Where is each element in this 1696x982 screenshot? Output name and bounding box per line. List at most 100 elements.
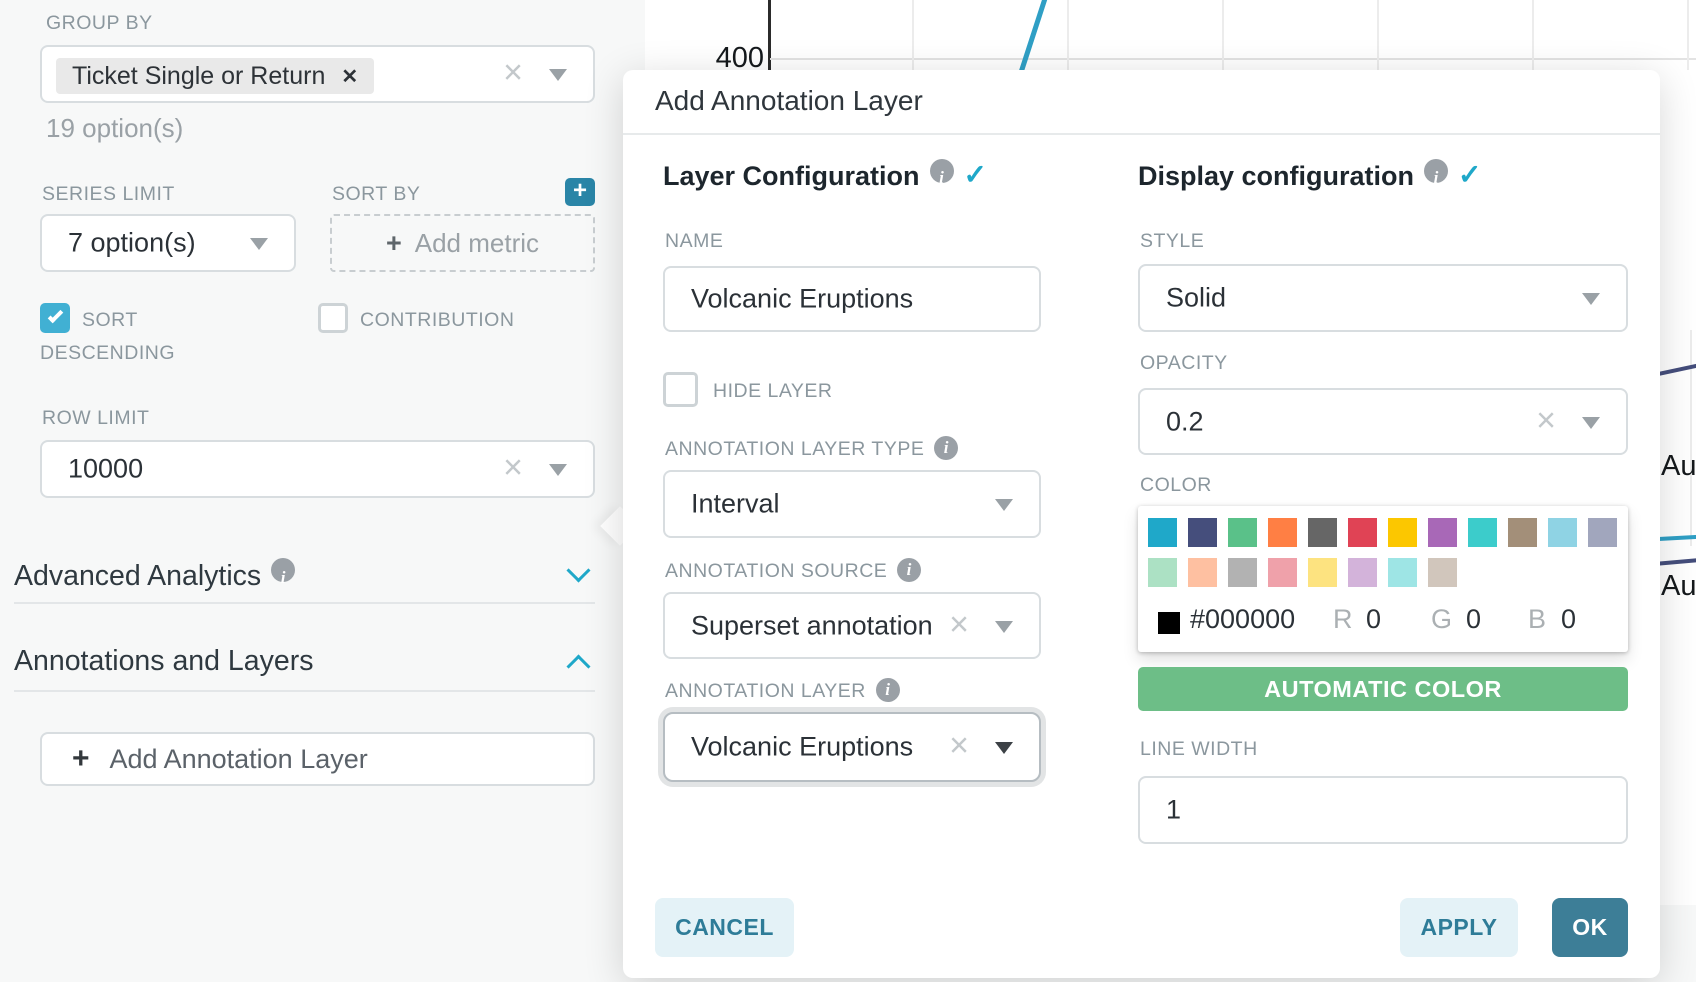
group-by-select[interactable]: Ticket Single or Return: [40, 45, 595, 103]
color-picker-panel: #000000 R 0 G 0 B 0: [1138, 506, 1628, 652]
clear-icon[interactable]: [503, 56, 523, 90]
chevron-down-icon[interactable]: [1582, 416, 1600, 438]
chevron-down-icon[interactable]: [995, 499, 1013, 520]
layer-configuration-title: Layer Configuration: [663, 161, 920, 191]
sort-by-add-metric[interactable]: Add metric: [330, 214, 595, 272]
color-swatch[interactable]: [1228, 558, 1257, 587]
contribution-label: CONTRIBUTION: [360, 309, 515, 331]
add-annotation-layer-modal: Add Annotation Layer Layer Configuration…: [623, 70, 1660, 978]
vertical-gridline: [1222, 0, 1224, 70]
color-swatch[interactable]: [1428, 518, 1457, 547]
line-width-label: LINE WIDTH: [1140, 738, 1258, 760]
color-swatch[interactable]: [1428, 558, 1457, 587]
r-input[interactable]: 0: [1366, 604, 1382, 634]
clear-icon[interactable]: [1536, 403, 1556, 437]
annotation-source-value: Superset annotation: [691, 610, 933, 640]
color-swatch[interactable]: [1188, 558, 1217, 587]
add-annotation-layer-button[interactable]: Add Annotation Layer: [40, 732, 595, 786]
chevron-up-icon[interactable]: [566, 654, 591, 679]
swatch-row-1: [1148, 518, 1617, 547]
info-icon[interactable]: [875, 678, 900, 702]
display-configuration-heading: Display configuration: [1138, 158, 1482, 192]
chevron-down-icon[interactable]: [995, 620, 1013, 642]
row-limit-select[interactable]: 10000: [40, 440, 595, 498]
color-swatch[interactable]: [1388, 558, 1417, 587]
ok-button-label: OK: [1572, 914, 1608, 940]
automatic-color-button[interactable]: AUTOMATIC COLOR: [1138, 667, 1628, 711]
color-swatch[interactable]: [1588, 518, 1617, 547]
row-limit-label: ROW LIMIT: [42, 407, 150, 429]
line-width-value: 1: [1166, 794, 1182, 825]
swatch-row-2: [1148, 558, 1457, 587]
advanced-analytics-header[interactable]: Advanced Analytics: [14, 558, 296, 593]
hide-layer-label: HIDE LAYER: [713, 380, 833, 402]
chevron-down-icon[interactable]: [250, 238, 268, 259]
info-icon[interactable]: [929, 159, 954, 183]
opacity-select[interactable]: 0.2: [1138, 388, 1628, 455]
color-swatch[interactable]: [1508, 518, 1537, 547]
color-swatch[interactable]: [1228, 518, 1257, 547]
g-input[interactable]: 0: [1466, 604, 1482, 634]
vertical-gridline: [1067, 0, 1069, 70]
color-swatch[interactable]: [1268, 518, 1297, 547]
sort-descending-label-line2: DESCENDING: [40, 342, 176, 364]
annotations-layers-header[interactable]: Annotations and Layers: [14, 645, 313, 678]
section-divider: [14, 690, 595, 692]
color-swatch[interactable]: [1148, 558, 1177, 587]
opacity-label: OPACITY: [1140, 352, 1228, 374]
info-icon[interactable]: [1424, 159, 1449, 183]
add-metric-placeholder: Add metric: [414, 227, 540, 258]
cancel-button[interactable]: CANCEL: [655, 898, 794, 957]
annotation-layer-type-select[interactable]: Interval: [663, 470, 1041, 538]
color-swatch[interactable]: [1148, 518, 1177, 547]
series-limit-label: SERIES LIMIT: [42, 183, 175, 205]
sort-descending-checkbox[interactable]: [40, 303, 70, 333]
b-input[interactable]: 0: [1561, 604, 1577, 634]
style-select[interactable]: Solid: [1138, 264, 1628, 332]
color-swatch[interactable]: [1388, 518, 1417, 547]
info-icon[interactable]: [934, 436, 959, 460]
style-label: STYLE: [1140, 230, 1205, 252]
vertical-gridline: [912, 0, 914, 70]
color-swatch[interactable]: [1348, 518, 1377, 547]
clear-icon[interactable]: [949, 607, 969, 641]
hide-layer-checkbox[interactable]: [663, 372, 698, 407]
group-by-tag[interactable]: Ticket Single or Return: [56, 58, 375, 94]
chevron-down-icon[interactable]: [549, 69, 567, 90]
apply-button[interactable]: APPLY: [1400, 898, 1518, 957]
color-swatch[interactable]: [1468, 518, 1497, 547]
info-icon[interactable]: [897, 558, 922, 582]
name-input[interactable]: Volcanic Eruptions: [663, 266, 1041, 332]
annotation-source-label-text: ANNOTATION SOURCE: [665, 560, 888, 582]
chevron-down-icon[interactable]: [566, 558, 591, 583]
hex-input[interactable]: #000000: [1190, 604, 1296, 634]
contribution-checkbox[interactable]: [318, 303, 348, 333]
annotation-layer-select[interactable]: Volcanic Eruptions: [663, 712, 1041, 782]
clear-icon[interactable]: [949, 729, 969, 763]
color-swatch[interactable]: [1548, 518, 1577, 547]
section-divider: [14, 602, 595, 604]
remove-tag-icon[interactable]: [341, 64, 358, 89]
x-axis-tick: Aug: [1661, 450, 1696, 482]
chevron-down-icon[interactable]: [549, 464, 567, 485]
color-swatch[interactable]: [1268, 558, 1297, 587]
layer-configuration-heading: Layer Configuration: [663, 158, 987, 192]
group-by-label: GROUP BY: [46, 12, 153, 34]
color-swatch[interactable]: [1348, 558, 1377, 587]
modal-title-divider: [623, 133, 1660, 135]
color-swatch[interactable]: [1308, 518, 1337, 547]
ok-button[interactable]: OK: [1552, 898, 1628, 957]
line-width-input[interactable]: 1: [1138, 776, 1628, 844]
apply-button-label: APPLY: [1420, 914, 1498, 940]
valid-check-icon: [1458, 158, 1481, 191]
color-swatch[interactable]: [1188, 518, 1217, 547]
chevron-down-icon[interactable]: [1582, 293, 1600, 314]
sort-by-label: SORT BY: [332, 183, 421, 205]
annotation-source-select[interactable]: Superset annotation: [663, 592, 1041, 659]
series-limit-select[interactable]: 7 option(s): [40, 214, 296, 272]
info-icon[interactable]: [271, 558, 296, 582]
color-swatch[interactable]: [1308, 558, 1337, 587]
clear-icon[interactable]: [503, 451, 523, 485]
chevron-down-icon[interactable]: [995, 742, 1013, 763]
add-metric-plus-button[interactable]: [565, 178, 595, 206]
